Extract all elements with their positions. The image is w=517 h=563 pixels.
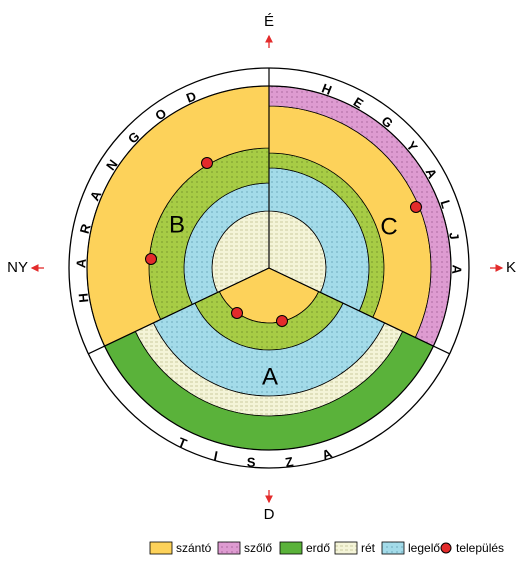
legend-swatch (217, 541, 241, 555)
compass-east: K (506, 259, 516, 276)
sector-divider (88, 267, 270, 355)
settlement (231, 307, 243, 319)
sector-label: B (169, 211, 185, 238)
legend-swatch (149, 541, 173, 555)
sector-label: A (262, 363, 278, 390)
settlement (276, 315, 288, 327)
compass-west: NY (7, 259, 28, 276)
compass-north: É (264, 13, 274, 30)
compass-south: D (264, 506, 275, 523)
land-use-rings (68, 67, 470, 469)
legend-swatch (334, 541, 358, 555)
legend-label: szántó (176, 541, 212, 555)
legend-settlement (440, 542, 452, 554)
legend-label: legelő (408, 541, 440, 555)
legend-label: település (456, 541, 504, 555)
settlement (201, 157, 213, 169)
settlement (410, 201, 422, 213)
legend: szántó szőlő erdő rét legelő település (149, 541, 504, 555)
settlement (145, 253, 157, 265)
legend-swatch (279, 541, 303, 555)
legend-label: szőlő (244, 541, 272, 555)
legend-label: rét (361, 541, 376, 555)
legend-swatch (381, 541, 405, 555)
sector-divider (268, 267, 450, 355)
legend-label: erdő (306, 541, 330, 555)
sector-label: C (380, 213, 397, 240)
